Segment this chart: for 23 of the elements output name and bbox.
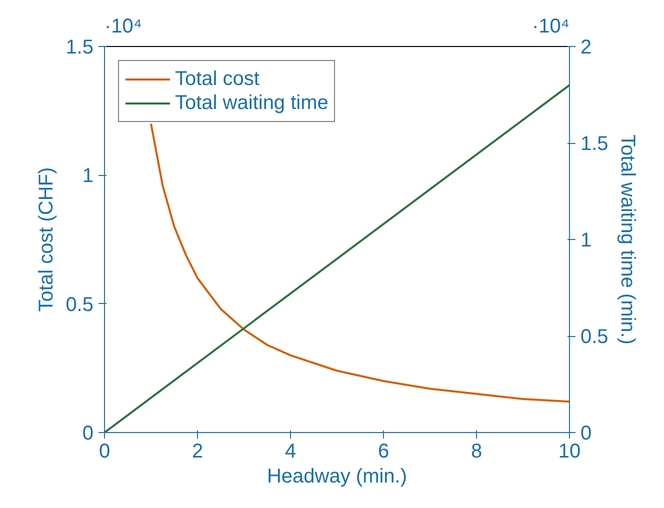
text: ·10⁴ xyxy=(104,16,142,38)
legend-label: Total cost xyxy=(175,67,260,91)
x-tick-label: 10 xyxy=(558,440,581,462)
y2-tick-label: 0.5 xyxy=(580,326,608,348)
legend-label: Total waiting time xyxy=(175,91,328,115)
y2-axis-title: Total waiting time (min.) xyxy=(616,134,638,345)
y2-tick-label: 0 xyxy=(580,422,592,444)
x-tick-label: 0 xyxy=(98,440,110,462)
y2-tick-label: 1 xyxy=(580,230,592,252)
y2-tick-label: 1.5 xyxy=(580,133,608,155)
x-tick-label: 6 xyxy=(378,440,390,462)
x-tick-label: 8 xyxy=(470,440,482,462)
text: ·10⁴ xyxy=(532,16,570,38)
x-axis-title: Headway (min.) xyxy=(266,466,408,488)
x-tick-label: 4 xyxy=(284,440,296,462)
y-axis-title: Total cost (CHF) xyxy=(36,167,58,312)
y-tick-label: 1 xyxy=(82,165,94,188)
y-tick-label: 0.5 xyxy=(66,294,94,316)
y-tick-label: 0 xyxy=(82,422,94,444)
x-tick-label: 2 xyxy=(192,440,204,462)
line-series xyxy=(150,122,570,403)
y-tick-label: 1.5 xyxy=(66,36,94,58)
y2-tick-label: 2 xyxy=(580,36,592,58)
